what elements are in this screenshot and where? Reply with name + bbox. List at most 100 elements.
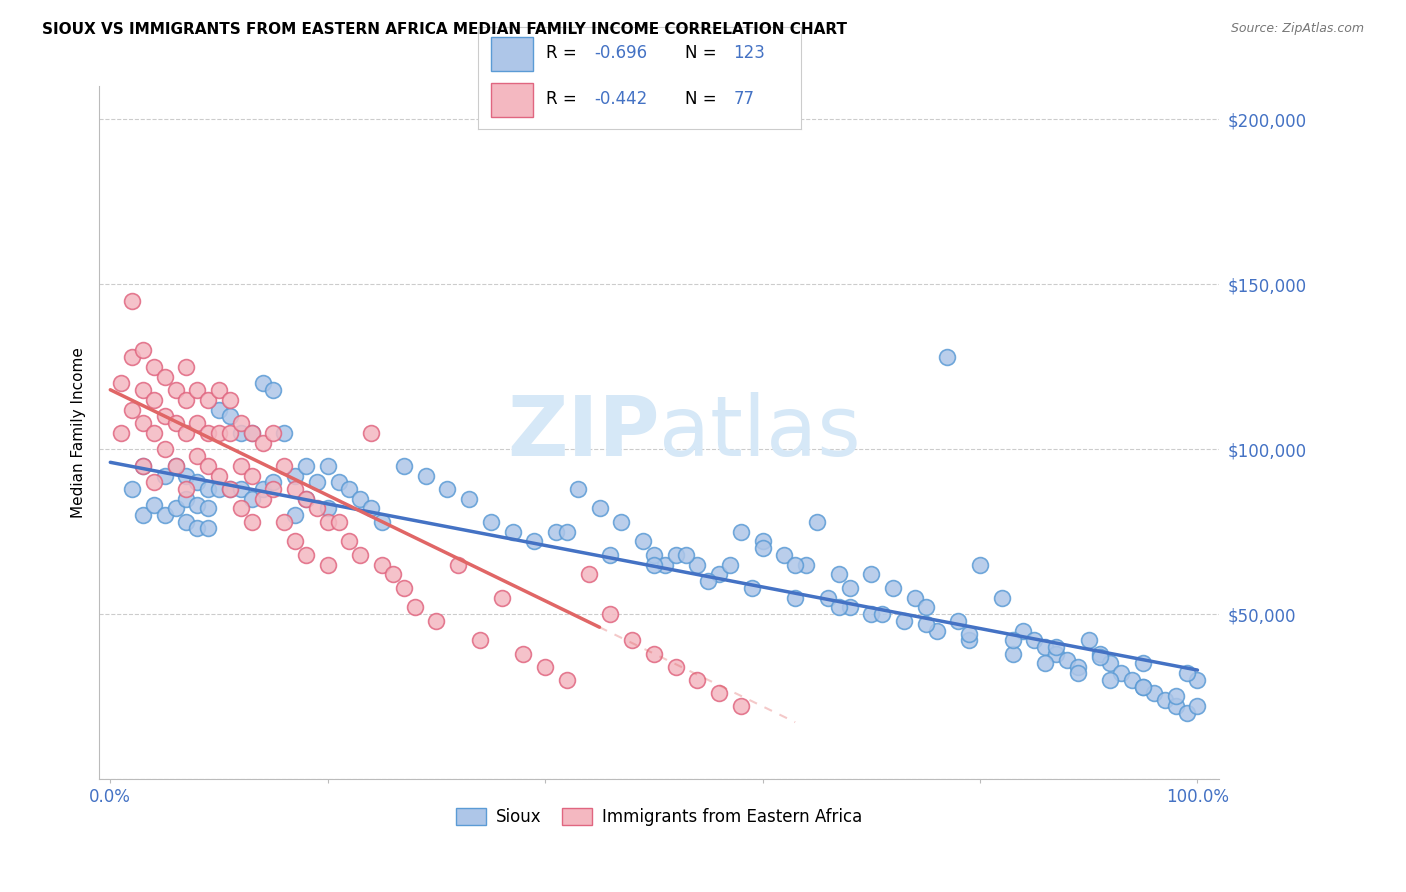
Point [914,600,936,615]
Point [523,534,546,549]
Point [1067,666,1090,681]
Point [360,425,382,440]
Point [371,558,394,572]
Point [1056,653,1078,667]
Point [730,699,752,714]
Point [1164,699,1187,714]
Point [741,581,763,595]
Point [1001,633,1024,648]
Point [643,558,665,572]
Point [176,359,198,374]
Point [197,501,219,516]
Point [186,449,208,463]
Point [349,491,371,506]
Text: SIOUX VS IMMIGRANTS FROM EASTERN AFRICA MEDIAN FAMILY INCOME CORRELATION CHART: SIOUX VS IMMIGRANTS FROM EASTERN AFRICA … [42,22,848,37]
Point [165,501,187,516]
Text: ZIP: ZIP [506,392,659,473]
Point [392,581,415,595]
Point [121,402,143,417]
Point [142,425,165,440]
Point [186,498,208,512]
Point [904,591,927,605]
Point [882,581,904,595]
FancyBboxPatch shape [491,37,533,70]
Point [371,515,394,529]
Point [132,383,155,397]
Point [219,482,242,496]
Point [785,558,807,572]
Point [121,350,143,364]
Point [838,581,860,595]
Point [447,558,470,572]
Point [197,392,219,407]
Point [1077,633,1099,648]
Point [675,548,697,562]
Point [860,567,883,582]
Point [817,591,839,605]
Point [132,343,155,358]
Point [654,558,676,572]
Point [219,409,242,424]
Point [870,607,893,621]
Point [1012,624,1035,638]
Point [665,660,688,674]
Point [295,458,318,473]
Point [948,614,970,628]
Point [132,458,155,473]
Point [121,482,143,496]
Point [176,515,198,529]
Point [316,515,339,529]
Point [718,558,741,572]
Point [631,534,654,549]
Point [176,425,198,440]
Point [316,558,339,572]
Point [458,491,481,506]
Point [957,633,980,648]
Point [316,458,339,473]
Point [491,591,513,605]
Point [567,482,589,496]
Point [229,425,252,440]
Point [132,416,155,430]
Point [969,558,991,572]
Point [208,402,231,417]
Text: 123: 123 [734,45,765,62]
Point [707,686,730,700]
Point [534,660,557,674]
Y-axis label: Median Family Income: Median Family Income [72,347,86,518]
Point [751,541,773,555]
Point [360,501,382,516]
Point [295,491,318,506]
Point [328,515,350,529]
Point [186,475,208,489]
Point [240,468,263,483]
Point [794,558,817,572]
Point [165,416,187,430]
Point [142,392,165,407]
Point [1099,657,1122,671]
Point [404,600,426,615]
Text: -0.442: -0.442 [595,89,648,108]
Point [643,647,665,661]
Point [316,501,339,516]
Point [1001,647,1024,661]
Point [132,508,155,522]
Point [142,498,165,512]
Point [1153,692,1175,706]
Point [240,425,263,440]
Point [219,482,242,496]
Point [240,515,263,529]
Point [828,600,851,615]
Point [176,491,198,506]
Point [1132,680,1154,694]
Point [1143,686,1166,700]
Point [252,482,274,496]
Point [284,468,307,483]
Point [262,475,284,489]
Text: N =: N = [685,89,721,108]
Point [208,468,231,483]
Point [707,567,730,582]
Text: R =: R = [546,45,582,62]
Point [925,624,948,638]
Point [1067,660,1090,674]
